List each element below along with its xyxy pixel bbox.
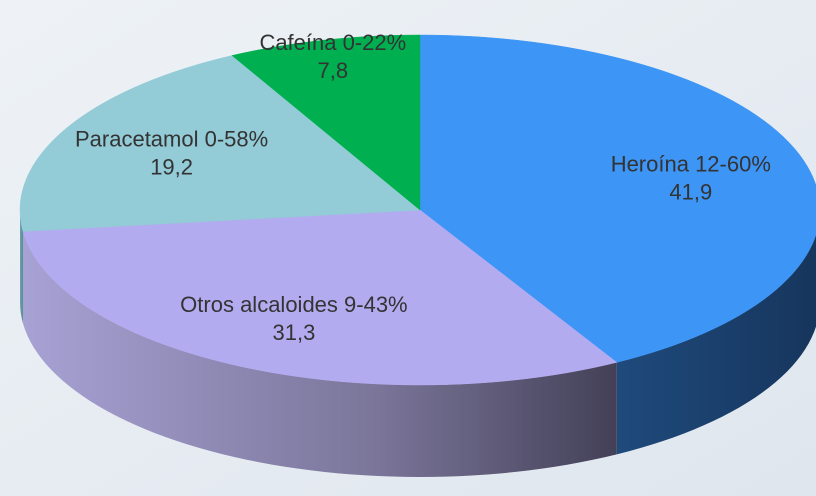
slice-label: Paracetamol 0-58% (75, 126, 268, 151)
slice-side (20, 210, 23, 324)
slice (231, 34, 421, 211)
slice-label: Cafeína 0-22% (259, 30, 406, 55)
slice-side (616, 234, 816, 455)
value-label: 7,8 (318, 58, 349, 83)
slice (419, 34, 816, 363)
slice-side (22, 231, 617, 477)
slice-label: Otros alcaloides 9-43% (180, 292, 407, 317)
value-label: 19,2 (150, 154, 193, 179)
slice (22, 209, 618, 386)
value-label: 41,9 (669, 180, 712, 205)
value-label: 31,3 (272, 320, 315, 345)
slice-label: Heroína 12-60% (611, 152, 771, 177)
slice (19, 55, 421, 232)
